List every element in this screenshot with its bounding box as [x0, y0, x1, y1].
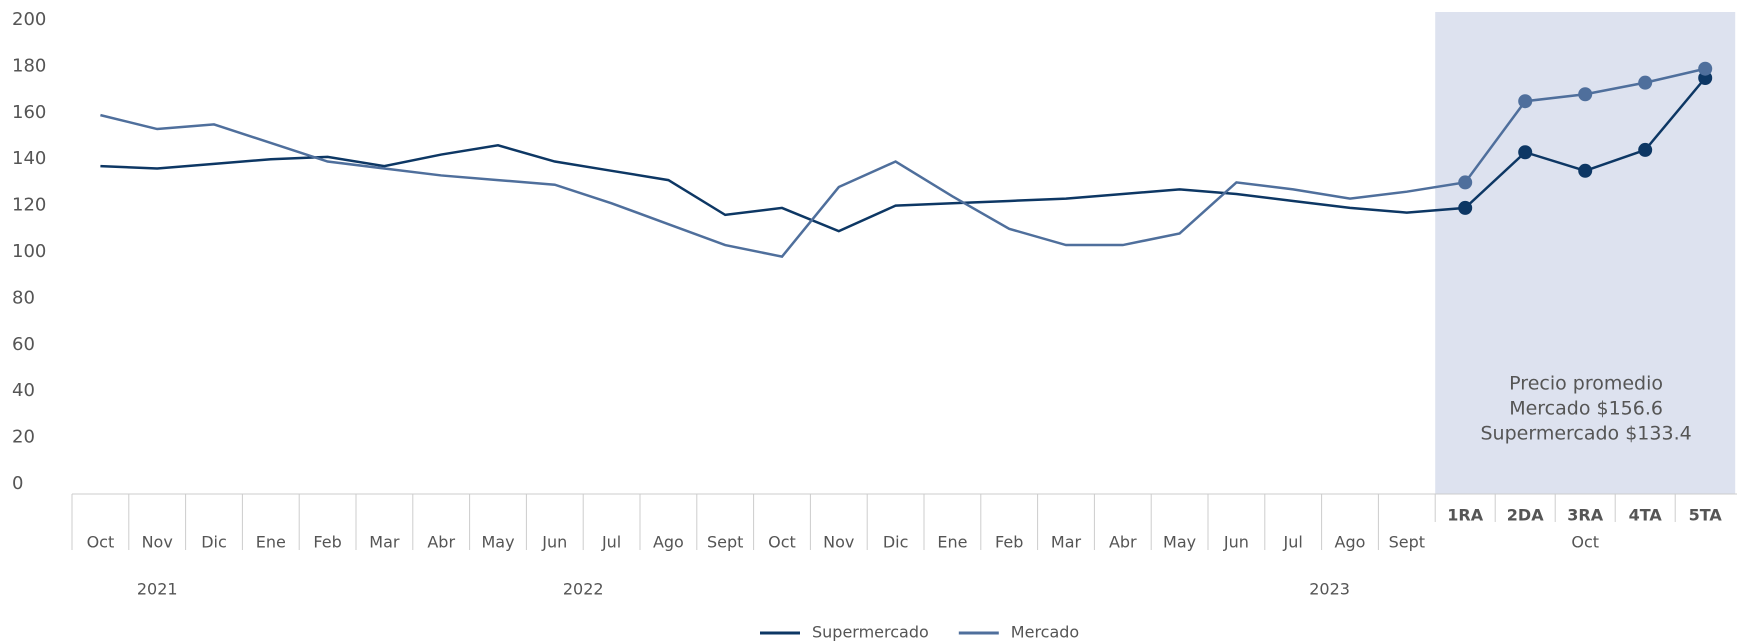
series-line	[100, 77, 1707, 233]
point-marker	[1578, 163, 1593, 178]
point-marker	[1638, 75, 1653, 90]
week-label: 1RA	[1447, 506, 1483, 525]
x-tick-label: Oct	[768, 533, 796, 552]
x-tick-label: Jul	[601, 533, 621, 552]
x-tick-label: Jun	[1223, 533, 1249, 552]
y-tick-label: 160	[12, 102, 46, 123]
x-tick-label: Jul	[1283, 533, 1303, 552]
x-tick-label: May	[481, 533, 514, 552]
annotation: Supermercado $133.4	[1480, 423, 1691, 445]
x-tick-label: Abr	[427, 533, 455, 552]
x-tick-label: Abr	[1109, 533, 1137, 552]
point-marker	[1458, 175, 1473, 190]
legend-label: Supermercado	[812, 623, 929, 641]
annotation: Precio promedio	[1509, 373, 1663, 395]
subgroup-label: Oct	[1571, 533, 1599, 552]
x-tick-label: Dic	[883, 533, 909, 552]
week-label: 2DA	[1507, 506, 1544, 525]
y-tick-label: 80	[12, 287, 35, 308]
legend-label: Mercado	[1011, 623, 1079, 641]
annotation: Mercado $156.6	[1509, 398, 1663, 420]
x-tick-label: Mar	[1051, 533, 1082, 552]
x-tick-label: May	[1163, 533, 1196, 552]
x-tick-label: Nov	[823, 533, 854, 552]
x-tick-label: Feb	[313, 533, 341, 552]
week-label: 3RA	[1567, 506, 1603, 525]
y-tick-label: 0	[12, 473, 23, 494]
x-tick-label: Ago	[1335, 533, 1366, 552]
x-tick-label: Oct	[87, 533, 115, 552]
point-marker	[1698, 61, 1713, 76]
point-marker	[1578, 87, 1593, 102]
point-marker	[1518, 145, 1533, 160]
year-label: 2021	[137, 580, 178, 599]
series-line	[100, 67, 1706, 259]
y-tick-label: 40	[12, 380, 35, 401]
point-marker	[1638, 142, 1653, 157]
x-tick-label: Mar	[369, 533, 400, 552]
year-label: 2022	[563, 580, 604, 599]
x-tick-label: Ene	[256, 533, 286, 552]
x-tick-label: Ene	[937, 533, 967, 552]
y-tick-label: 180	[12, 55, 46, 76]
week-label: 4TA	[1629, 506, 1663, 525]
year-label: 2023	[1309, 580, 1350, 599]
x-tick-label: Sept	[1389, 533, 1425, 552]
y-tick-label: 100	[12, 241, 46, 262]
x-tick-label: Jun	[541, 533, 567, 552]
y-tick-label: 140	[12, 148, 46, 169]
x-tick-label: Nov	[142, 533, 173, 552]
x-tick-label: Feb	[995, 533, 1023, 552]
x-tick-label: Ago	[653, 533, 684, 552]
point-marker	[1518, 94, 1533, 109]
y-tick-label: 20	[12, 427, 35, 448]
x-tick-label: Sept	[707, 533, 743, 552]
y-tick-label: 60	[12, 334, 35, 355]
week-label: 5TA	[1689, 506, 1723, 525]
y-tick-label: 120	[12, 195, 46, 216]
point-marker	[1458, 200, 1473, 215]
x-tick-label: Dic	[201, 533, 227, 552]
y-tick-label: 200	[12, 9, 46, 30]
